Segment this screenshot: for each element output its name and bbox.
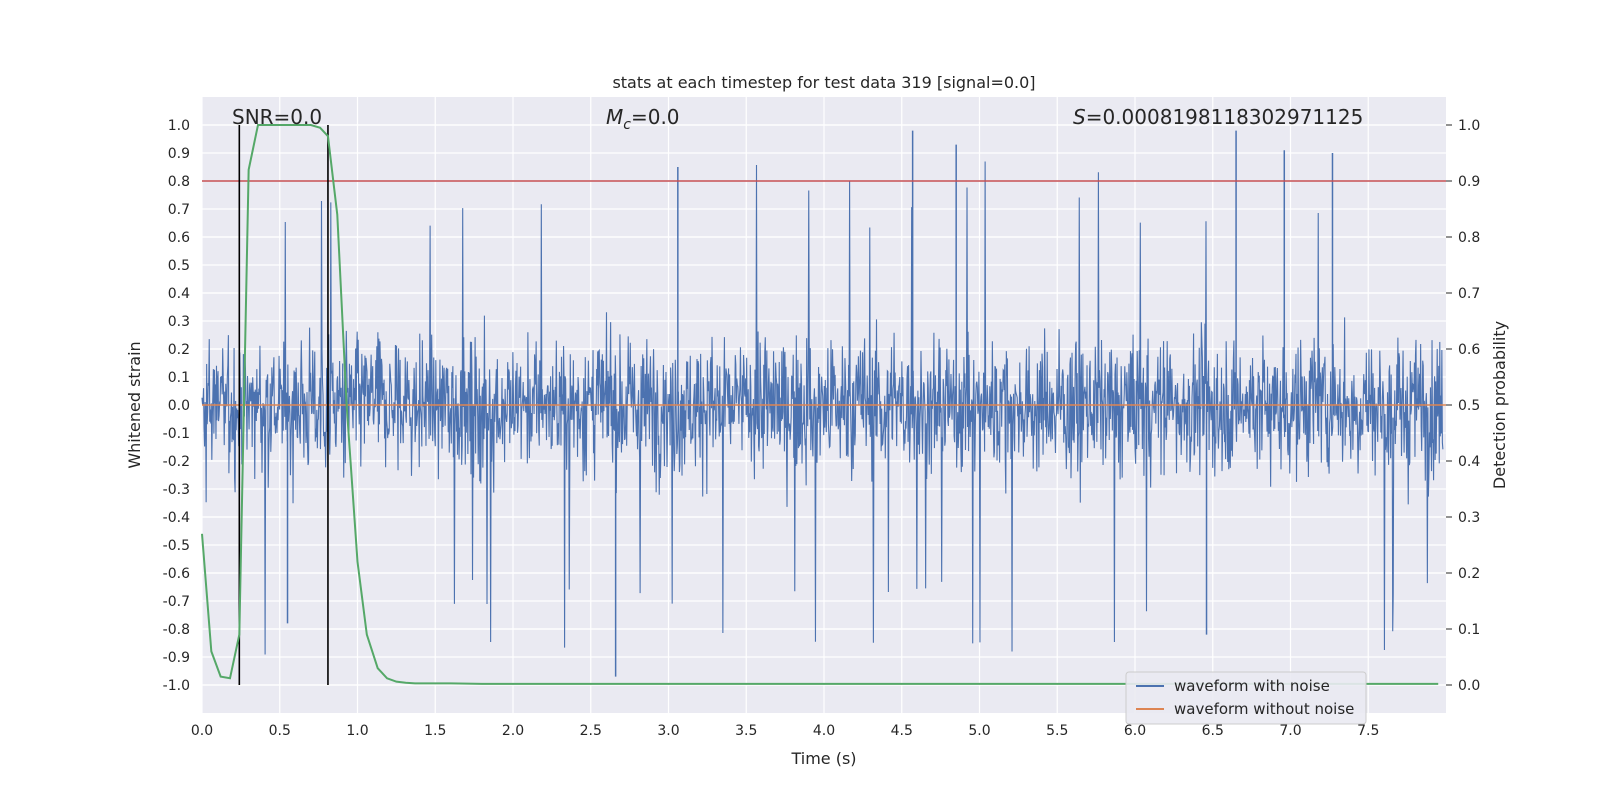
y2-ticks: 1.0 0.9 0.8 0.7 0.6 0.5 0.4 0.3 0.2 0.1 0.0	[1446, 118, 1480, 694]
legend-label-noise: waveform with noise	[1174, 677, 1330, 695]
s-symbol: S	[1073, 105, 1086, 129]
snr-annotation: SNR=0.0	[232, 105, 322, 129]
y2-tick-label: 0.3	[1458, 510, 1480, 526]
y-tick-label: -0.8	[163, 622, 190, 638]
detection-probability-line	[201, 124, 1439, 685]
chart-title: stats at each timestep for test data 319…	[612, 73, 1035, 92]
x-tick-label: 3.0	[657, 723, 679, 739]
y-tick-label: -0.4	[163, 510, 190, 526]
x-tick-label: 4.0	[813, 723, 835, 739]
mc-subscript: c	[623, 117, 631, 133]
s-value: =0.0008198118302971125	[1086, 105, 1364, 129]
y2-tick-label: 0.5	[1458, 398, 1480, 414]
y-tick-label: -1.0	[163, 678, 190, 694]
x-tick-label: 0.0	[191, 723, 213, 739]
y-tick-label: -0.1	[163, 426, 190, 442]
y-tick-label: -0.6	[163, 566, 190, 582]
y2-tick-label: 0.2	[1458, 566, 1480, 582]
s-annotation: S=0.0008198118302971125	[1073, 105, 1363, 129]
x-tick-label: 1.0	[346, 723, 368, 739]
legend: waveform with noise waveform without noi…	[1125, 671, 1367, 725]
y-tick-label: 0.2	[168, 342, 190, 358]
series-waveform-with-noise	[201, 130, 1444, 677]
y-tick-label: 0.7	[168, 202, 190, 218]
x-tick-label: 2.0	[502, 723, 524, 739]
legend-label-clean: waveform without noise	[1174, 700, 1354, 718]
y-tick-label: 0.4	[168, 286, 190, 302]
x-tick-label: 5.0	[968, 723, 990, 739]
y-tick-label: -0.7	[163, 594, 190, 610]
x-tick-label: 6.0	[1124, 723, 1146, 739]
y2-axis-label: Detection probability	[1490, 321, 1509, 489]
x-tick-label: 7.5	[1357, 723, 1379, 739]
y-tick-label: 0.0	[168, 398, 190, 414]
y-tick-label: 0.5	[168, 258, 190, 274]
y2-tick-label: 0.6	[1458, 342, 1480, 358]
x-tick-label: 2.5	[580, 723, 602, 739]
x-tick-label: 7.0	[1279, 723, 1301, 739]
y2-tick-label: 0.9	[1458, 174, 1480, 190]
y-tick-label: 0.6	[168, 230, 190, 246]
y2-tick-label: 0.1	[1458, 622, 1480, 638]
y2-tick-label: 0.7	[1458, 286, 1480, 302]
mc-annotation: Mc=0.0	[606, 105, 680, 133]
y-tick-label: -0.3	[163, 482, 190, 498]
mc-symbol: M	[606, 105, 623, 129]
x-tick-label: 1.5	[424, 723, 446, 739]
y-tick-label: 1.0	[168, 118, 190, 134]
x-tick-label: 3.5	[735, 723, 757, 739]
overlays	[201, 124, 1446, 685]
noise-waveform-line	[201, 161, 1444, 655]
y-axis-label: Whitened strain	[125, 341, 144, 468]
x-tick-label: 4.5	[891, 723, 913, 739]
y2-tick-label: 0.4	[1458, 454, 1480, 470]
y-tick-label: -0.2	[163, 454, 190, 470]
y2-tick-label: 1.0	[1458, 118, 1480, 134]
x-tick-label: 0.5	[269, 723, 291, 739]
y2-tick-label: 0.8	[1458, 230, 1480, 246]
x-axis-label: Time (s)	[790, 749, 856, 768]
x-tick-label: 6.5	[1202, 723, 1224, 739]
mc-value: =0.0	[631, 105, 680, 129]
legend-box	[1125, 671, 1367, 725]
y2-tick-label: 0.0	[1458, 678, 1480, 694]
x-ticks: 0.0 0.5 1.0 1.5 2.0 2.5 3.0 3.5 4.0 4.5 5.0 5.5 6.0 6…	[191, 723, 1380, 739]
y-tick-label: 0.1	[168, 370, 190, 386]
y-tick-label: 0.9	[168, 146, 190, 162]
y-tick-label: -0.5	[163, 538, 190, 554]
y-tick-label: -0.9	[163, 650, 190, 666]
x-tick-label: 5.5	[1046, 723, 1068, 739]
y-tick-label: 0.3	[168, 314, 190, 330]
y-tick-label: 0.8	[168, 174, 190, 190]
y-ticks: 1.0 0.9 0.8 0.7 0.6 0.5 0.4 0.3 0.2 0.1 0.0 -0.1 -0.…	[163, 118, 190, 694]
